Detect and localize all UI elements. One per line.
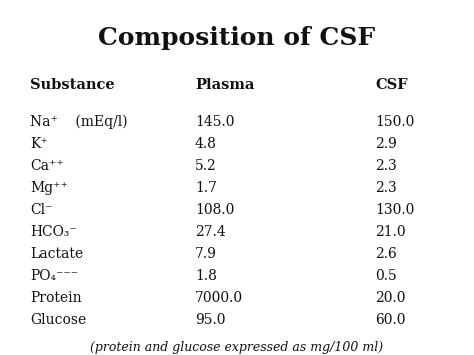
Text: 130.0: 130.0 [375,203,414,217]
Text: (protein and glucose expressed as mg/100 ml): (protein and glucose expressed as mg/100… [91,341,383,354]
Text: Composition of CSF: Composition of CSF [99,26,375,50]
Text: 4.8: 4.8 [195,137,217,151]
Text: HCO₃⁻: HCO₃⁻ [30,225,77,239]
Text: 145.0: 145.0 [195,115,235,129]
Text: 2.6: 2.6 [375,247,397,261]
Text: CSF: CSF [375,78,408,92]
Text: 60.0: 60.0 [375,313,405,327]
Text: 7.9: 7.9 [195,247,217,261]
Text: Protein: Protein [30,291,82,305]
Text: Substance: Substance [30,78,115,92]
Text: 1.8: 1.8 [195,269,217,283]
Text: Plasma: Plasma [195,78,255,92]
Text: 21.0: 21.0 [375,225,406,239]
Text: 2.3: 2.3 [375,181,397,195]
Text: Na⁺    (mEq/l): Na⁺ (mEq/l) [30,115,128,129]
Text: 2.9: 2.9 [375,137,397,151]
Text: 95.0: 95.0 [195,313,226,327]
Text: 108.0: 108.0 [195,203,234,217]
Text: 150.0: 150.0 [375,115,414,129]
Text: 5.2: 5.2 [195,159,217,173]
Text: Lactate: Lactate [30,247,83,261]
Text: 7000.0: 7000.0 [195,291,243,305]
Text: 2.3: 2.3 [375,159,397,173]
Text: 20.0: 20.0 [375,291,405,305]
Text: 0.5: 0.5 [375,269,397,283]
Text: 1.7: 1.7 [195,181,217,195]
Text: K⁺: K⁺ [30,137,48,151]
Text: Cl⁻: Cl⁻ [30,203,53,217]
Text: Ca⁺⁺: Ca⁺⁺ [30,159,64,173]
Text: 27.4: 27.4 [195,225,226,239]
Text: PO₄⁻⁻⁻: PO₄⁻⁻⁻ [30,269,78,283]
Text: Mg⁺⁺: Mg⁺⁺ [30,181,68,195]
Text: Glucose: Glucose [30,313,86,327]
